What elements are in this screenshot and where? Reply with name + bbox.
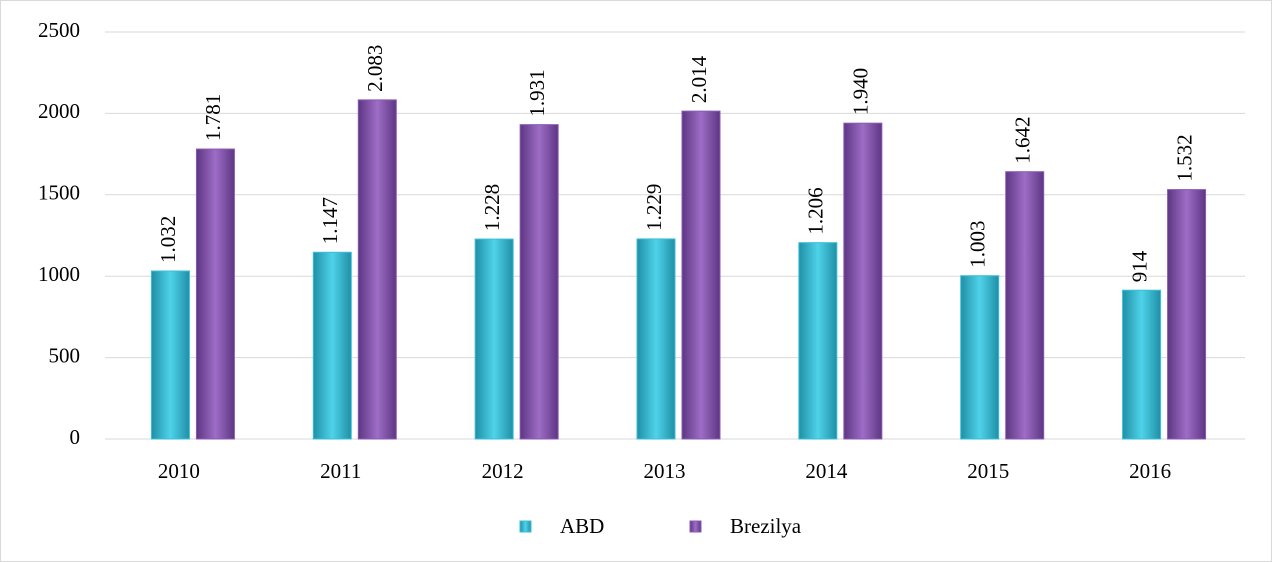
legend-marker [689,520,702,533]
legend-label: ABD [560,514,604,538]
x-tick-label: 2016 [1129,459,1171,483]
x-tick-label: 2013 [644,459,686,483]
bar [150,270,190,440]
bar [960,275,1000,440]
bar [1122,289,1162,440]
value-label: 1.147 [318,197,342,244]
bar [195,148,235,440]
bar [312,251,352,440]
value-label: 1.781 [201,94,225,141]
bar [474,238,514,440]
x-tick-label: 2015 [967,459,1009,483]
x-tick-label: 2014 [805,459,848,483]
value-label: 1.032 [156,216,180,263]
bar [843,122,883,440]
value-label: 1.229 [642,184,666,231]
y-tick-label: 1500 [38,181,80,205]
x-tick-label: 2012 [482,459,524,483]
value-label: 1.940 [849,68,873,115]
y-tick-label: 0 [70,425,81,449]
bar [1005,171,1045,440]
bar [798,242,838,440]
y-tick-label: 1000 [38,262,80,286]
x-tick-label: 2010 [158,459,200,483]
legend-label: Brezilya [730,514,802,538]
y-tick-label: 500 [49,343,81,367]
value-label: 2.083 [363,45,387,92]
value-label: 1.642 [1011,116,1035,163]
value-label: 914 [1127,250,1151,282]
value-label: 1.206 [804,187,828,234]
value-label: 2.014 [687,55,711,103]
legend-marker [519,520,532,533]
bar [1167,189,1207,440]
bar [636,238,676,440]
y-tick-label: 2500 [38,18,80,42]
y-tick-label: 2000 [38,99,80,123]
bar [519,124,559,440]
value-label: 1.532 [1172,134,1196,181]
value-label: 1.931 [525,69,549,116]
x-tick-label: 2011 [320,459,361,483]
value-label: 1.228 [480,184,504,231]
bar [681,110,721,440]
value-label: 1.003 [966,220,990,267]
bar [357,99,397,440]
